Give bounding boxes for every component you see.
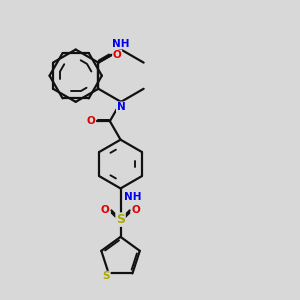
Text: O: O (87, 116, 95, 126)
Text: S: S (103, 272, 110, 281)
Text: O: O (131, 206, 140, 215)
Text: O: O (113, 50, 122, 60)
Text: O: O (101, 206, 110, 215)
Text: N: N (117, 102, 125, 112)
Text: NH: NH (124, 192, 142, 202)
Text: NH: NH (112, 39, 130, 49)
Text: S: S (116, 213, 125, 226)
